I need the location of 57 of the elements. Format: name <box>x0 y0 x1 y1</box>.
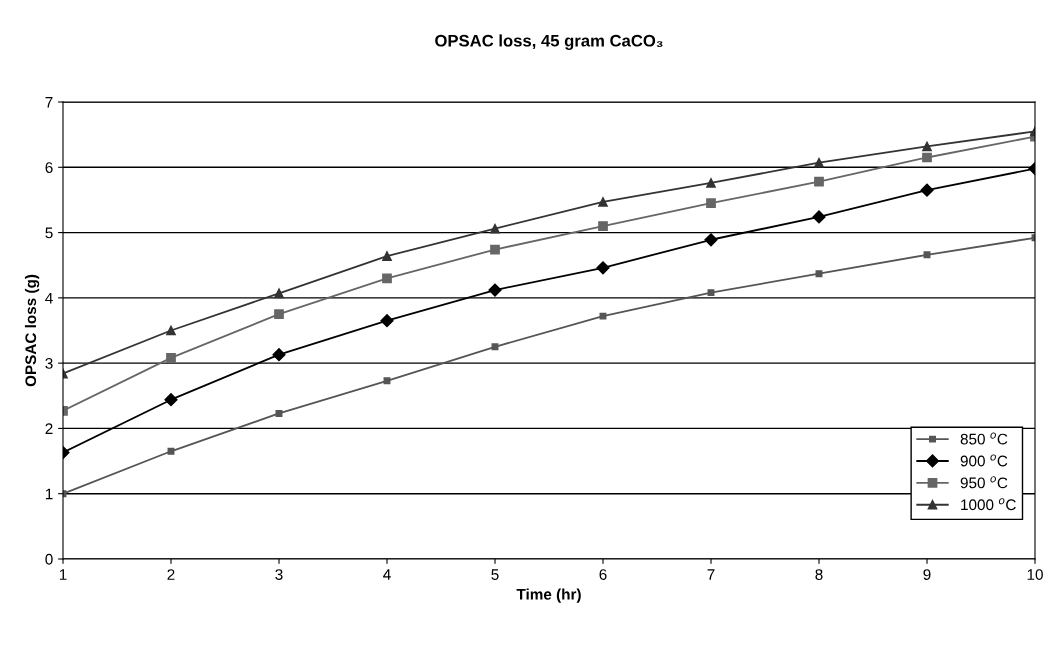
point <box>815 270 823 278</box>
point <box>598 197 608 207</box>
point <box>164 393 178 407</box>
point <box>488 283 502 297</box>
y-tick-label: 0 <box>45 553 53 565</box>
point <box>275 409 283 417</box>
point <box>598 221 608 231</box>
point <box>706 198 716 209</box>
point <box>596 261 610 275</box>
point <box>382 251 392 261</box>
x-tick-label: 10 <box>1027 569 1043 580</box>
legend-label: 950 $^{o}$C <box>960 476 1008 489</box>
x-tick-label: 8 <box>815 569 823 580</box>
x-tick-label: 2 <box>167 569 175 580</box>
point <box>383 377 391 385</box>
point <box>491 343 499 351</box>
y-tick-label: 7 <box>45 97 53 108</box>
y-tick-label: 5 <box>45 227 53 239</box>
y-tick-label: 2 <box>45 423 53 434</box>
x-axis-title: Time (hr) <box>516 588 581 603</box>
point <box>922 141 932 152</box>
point <box>814 157 824 168</box>
point <box>920 183 934 197</box>
point <box>167 447 175 455</box>
point <box>704 233 718 247</box>
legend-label: 900 $^{o}$C <box>960 454 1008 467</box>
legend-label: 1000 $^{o}$C <box>961 498 1016 511</box>
point <box>166 325 176 336</box>
point <box>274 309 284 320</box>
x-tick-label: 4 <box>383 569 391 580</box>
x-tick-label: 9 <box>923 569 931 580</box>
point <box>166 353 176 363</box>
point <box>922 152 932 163</box>
chart-title: OPSAC loss, 45 gram CaCO₃ <box>435 34 663 50</box>
point <box>490 223 500 234</box>
point <box>814 176 824 187</box>
x-tick-label: 7 <box>707 569 715 580</box>
point <box>272 348 286 362</box>
legend-label: 850 $^{o}$C <box>960 432 1008 445</box>
y-tick-label: 4 <box>45 292 53 304</box>
point <box>923 251 931 259</box>
y-tick-label: 3 <box>45 358 53 369</box>
y-tick-label: 1 <box>45 488 53 500</box>
point <box>706 178 716 188</box>
x-tick-label: 3 <box>275 569 283 580</box>
point <box>812 210 826 224</box>
y-tick-label: 6 <box>45 162 53 173</box>
y-axis-title: OPSAC loss (g) <box>24 274 40 387</box>
point <box>382 273 392 284</box>
x-tick-label: 6 <box>599 569 607 580</box>
point <box>490 244 500 255</box>
point <box>599 312 607 320</box>
x-tick-label: 1 <box>59 569 67 580</box>
x-tick-label: 5 <box>491 569 499 580</box>
point <box>380 314 394 328</box>
point <box>274 288 284 299</box>
point <box>707 289 715 297</box>
